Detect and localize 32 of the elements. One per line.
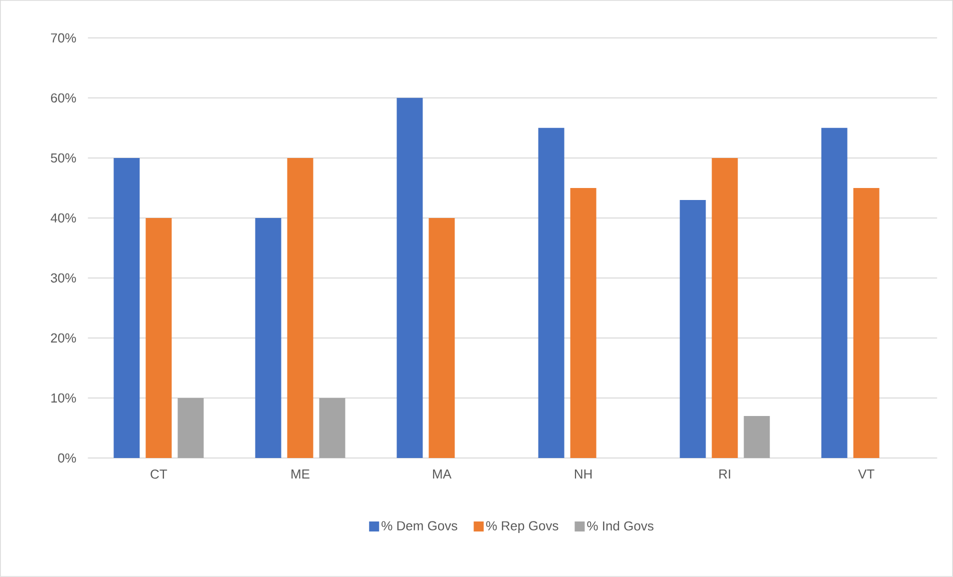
legend-label: % Rep Govs xyxy=(486,521,558,533)
x-tick-label: MA xyxy=(433,470,452,479)
y-tick-label: 20% xyxy=(51,333,76,343)
x-tick-label: NH xyxy=(574,470,592,479)
legend-label: % Dem Govs xyxy=(382,521,458,530)
y-tick-label: 30% xyxy=(50,273,76,283)
y-tick-label: 60% xyxy=(51,93,76,103)
bar xyxy=(319,398,346,458)
y-tick-label: 70% xyxy=(51,33,76,43)
x-tick-label: CT xyxy=(150,470,168,479)
y-tick-label: 50% xyxy=(50,153,76,163)
bar xyxy=(287,158,314,458)
bar xyxy=(255,218,282,458)
bar xyxy=(396,98,423,458)
bar xyxy=(538,128,564,458)
bar xyxy=(680,200,706,458)
bar xyxy=(428,218,455,458)
bar xyxy=(114,158,140,458)
x-tick-label: RI xyxy=(719,470,730,479)
bar xyxy=(712,158,738,458)
bar xyxy=(744,416,770,458)
x-tick-label: VT xyxy=(858,470,874,479)
bar xyxy=(570,188,596,458)
bar xyxy=(146,218,172,458)
x-tick-label: ME xyxy=(292,470,310,479)
legend-label: % Ind Govs xyxy=(587,521,654,531)
bar xyxy=(821,128,848,458)
bar xyxy=(853,188,880,458)
y-tick-label: 10% xyxy=(51,393,76,403)
y-tick-label: 40% xyxy=(50,213,76,223)
bar xyxy=(178,398,204,458)
y-tick-label: 0% xyxy=(58,453,76,463)
